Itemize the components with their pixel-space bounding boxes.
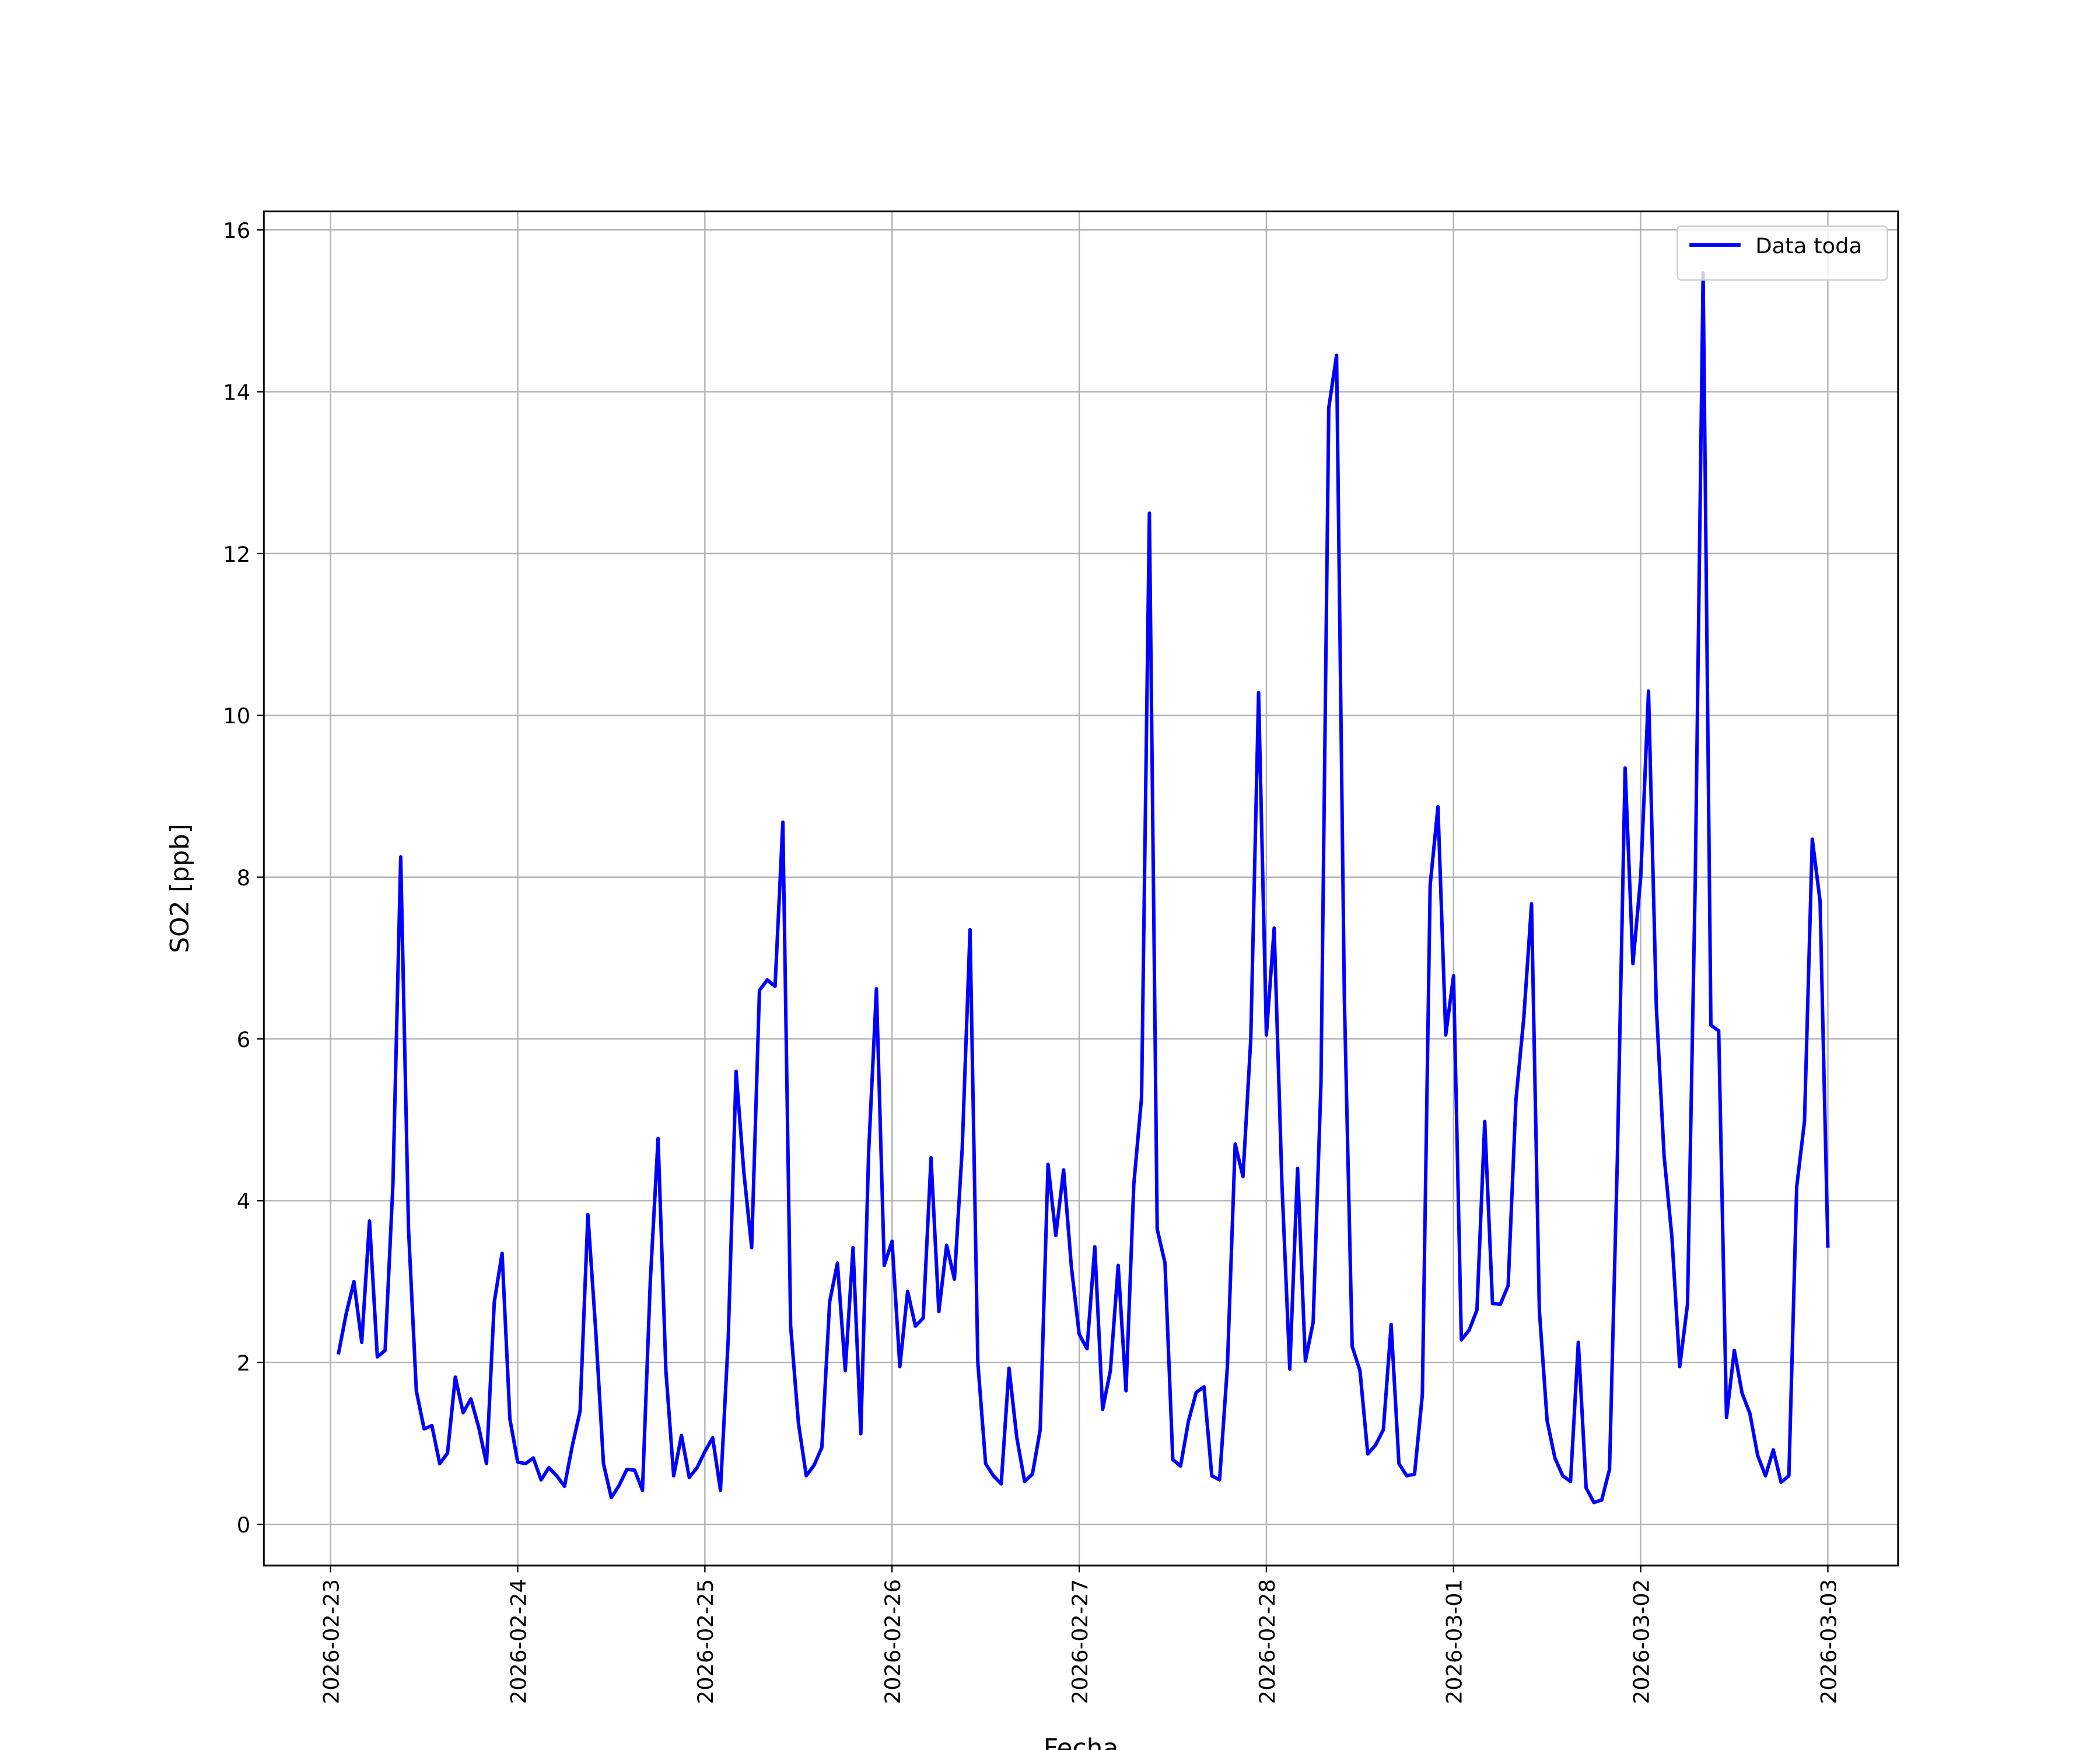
x-tick-label: 2026-03-01 bbox=[1442, 1579, 1467, 1704]
data-line bbox=[337, 271, 1830, 1504]
y-tick-label: 14 bbox=[223, 380, 250, 405]
y-tick-label: 16 bbox=[223, 218, 250, 243]
x-axis-label: Fecha bbox=[1044, 1734, 1119, 1750]
x-tick-label: 2026-03-02 bbox=[1629, 1579, 1654, 1704]
y-tick-label: 12 bbox=[223, 542, 250, 567]
y-tick-label: 4 bbox=[237, 1189, 250, 1214]
x-tick-label: 2026-02-26 bbox=[880, 1579, 905, 1704]
y-tick-label: 10 bbox=[223, 704, 250, 729]
x-tick-label: 2026-02-25 bbox=[693, 1579, 718, 1704]
x-tick-label: 2026-02-24 bbox=[506, 1579, 531, 1704]
plot-frame bbox=[262, 210, 1899, 1567]
y-tick-label: 2 bbox=[237, 1351, 250, 1376]
legend-label: Data toda bbox=[1755, 233, 1862, 258]
y-axis-label: SO2 [ppb] bbox=[165, 824, 195, 953]
legend-box bbox=[1676, 225, 1888, 281]
y-tick-label: 8 bbox=[237, 866, 250, 891]
y-tick-label: 0 bbox=[237, 1513, 250, 1538]
y-tick-label: 6 bbox=[237, 1027, 250, 1052]
x-tick-label: 2026-02-27 bbox=[1068, 1579, 1093, 1704]
x-tick-label: 2026-02-23 bbox=[318, 1579, 344, 1704]
x-tick-label: 2026-02-28 bbox=[1255, 1579, 1280, 1704]
x-tick-label: 2026-03-03 bbox=[1816, 1579, 1841, 1704]
